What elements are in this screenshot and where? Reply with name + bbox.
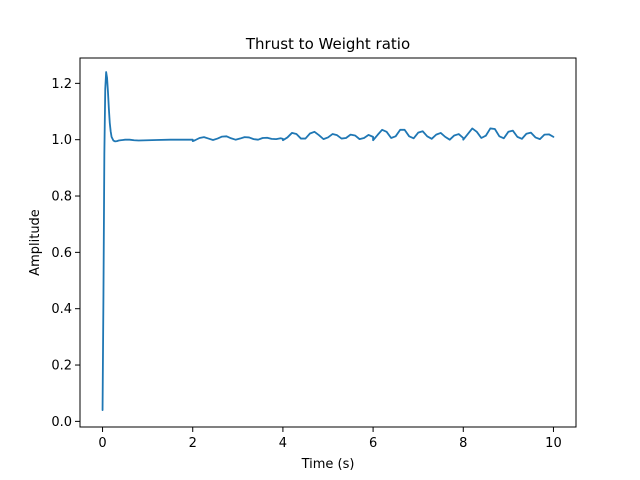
series-line [101,71,555,411]
y-tick-label: 1.0 [51,133,72,148]
chart-title: Thrust to Weight ratio [245,35,410,53]
y-axis-label: Amplitude [28,209,43,276]
y-tick-label: 0.6 [51,246,72,261]
x-tick-label: 8 [459,436,467,451]
y-tick-label: 0.0 [51,415,72,430]
y-tick-label: 0.2 [51,359,72,374]
x-tick-label: 6 [369,436,377,451]
plot-frame [79,57,577,428]
x-axis-ticks: 0 2 4 6 8 10 [98,427,562,451]
y-tick-label: 0.8 [51,190,72,205]
x-axis-label: Time (s) [301,457,355,472]
x-tick-label: 2 [189,436,197,451]
y-tick-label: 1.2 [51,77,72,92]
y-axis-ticks: 0.0 0.2 0.4 0.6 0.8 1.0 1.2 [51,77,80,430]
x-tick-label: 0 [98,436,106,451]
y-tick-label: 0.4 [51,302,72,317]
x-tick-label: 4 [279,436,287,451]
x-tick-label: 10 [545,436,562,451]
plot-area [101,71,555,411]
